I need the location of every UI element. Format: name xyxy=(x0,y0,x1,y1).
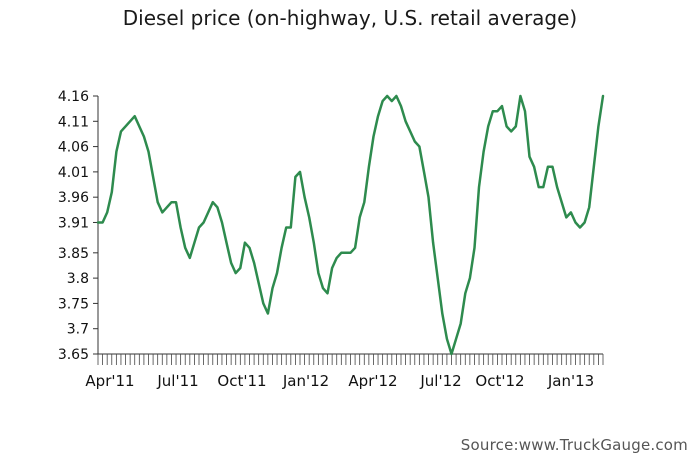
price-series-line xyxy=(96,94,605,356)
y-tick-label: 3.85 xyxy=(58,246,89,262)
x-tick-label: Jan'13 xyxy=(547,372,594,390)
x-tick-label: Apr'11 xyxy=(85,372,134,390)
y-tick-label: 3.7 xyxy=(67,322,89,338)
x-tick-label: Oct'12 xyxy=(475,372,524,390)
x-tick-label: Oct'11 xyxy=(217,372,266,390)
x-ticks: Apr'11 Jul'11 Oct'11 Jan'12 Apr'12 Jul'12 Oct'… xyxy=(85,372,594,390)
x-tick-label: Jan'12 xyxy=(282,372,329,390)
y-tick-label: 4.16 xyxy=(58,89,89,105)
y-tick-label: 4.06 xyxy=(58,140,89,156)
x-minor-ticks xyxy=(97,354,604,365)
y-tick-label: 3.65 xyxy=(58,347,89,363)
y-tick-label: 3.96 xyxy=(58,190,89,206)
y-tick-label: 3.75 xyxy=(58,296,89,312)
y-tick-label: 3.8 xyxy=(67,271,89,287)
x-tick-label: Jul'12 xyxy=(419,372,461,390)
chart-title: Diesel price (on-highway, U.S. retail av… xyxy=(122,6,578,30)
source-label: Source:www.TruckGauge.com xyxy=(460,436,688,454)
y-tick-label: 3.91 xyxy=(58,215,89,231)
series-group xyxy=(96,94,605,356)
y-tick-label: 4.01 xyxy=(58,165,89,181)
y-ticks: 4.16 4.11 4.06 4.01 3.96 3.91 3.85 3.8 3.75 3.7 3.… xyxy=(58,89,98,363)
x-tick-label: Jul'11 xyxy=(156,372,198,390)
y-tick-label: 4.11 xyxy=(58,114,89,130)
x-tick-label: Apr'12 xyxy=(348,372,397,390)
